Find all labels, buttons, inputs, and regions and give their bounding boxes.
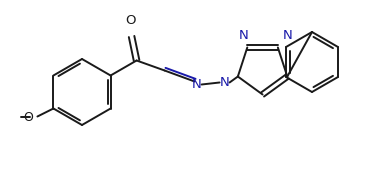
Text: O: O bbox=[125, 14, 136, 28]
Text: N: N bbox=[220, 76, 229, 89]
Text: O: O bbox=[23, 111, 34, 124]
Text: N: N bbox=[238, 29, 248, 43]
Text: N: N bbox=[192, 78, 202, 91]
Text: N: N bbox=[283, 29, 292, 43]
